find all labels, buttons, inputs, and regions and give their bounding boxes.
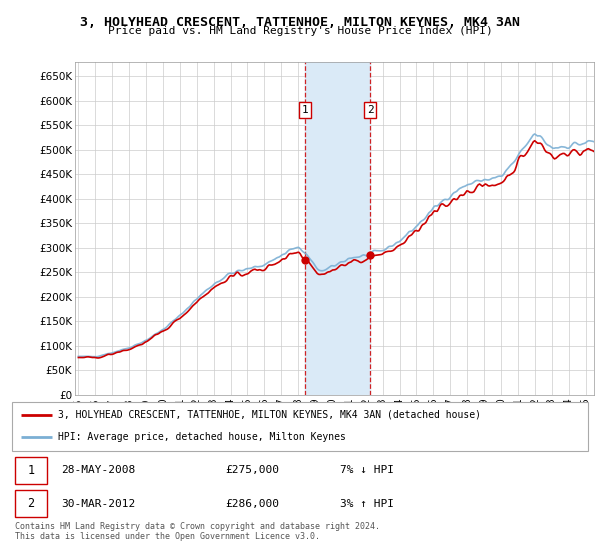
Text: HPI: Average price, detached house, Milton Keynes: HPI: Average price, detached house, Milt…	[58, 432, 346, 442]
Text: 3, HOLYHEAD CRESCENT, TATTENHOE, MILTON KEYNES, MK4 3AN: 3, HOLYHEAD CRESCENT, TATTENHOE, MILTON …	[80, 16, 520, 29]
Text: 28-MAY-2008: 28-MAY-2008	[61, 465, 135, 475]
Text: 1: 1	[302, 105, 308, 115]
Text: 2: 2	[367, 105, 373, 115]
Text: Price paid vs. HM Land Registry's House Price Index (HPI): Price paid vs. HM Land Registry's House …	[107, 26, 493, 36]
FancyBboxPatch shape	[15, 457, 47, 484]
Text: 30-MAR-2012: 30-MAR-2012	[61, 499, 135, 509]
Text: £286,000: £286,000	[225, 499, 279, 509]
FancyBboxPatch shape	[15, 491, 47, 517]
Text: 1: 1	[27, 464, 34, 477]
Text: 7% ↓ HPI: 7% ↓ HPI	[340, 465, 394, 475]
Text: £275,000: £275,000	[225, 465, 279, 475]
Text: 2: 2	[27, 497, 34, 510]
Text: 3, HOLYHEAD CRESCENT, TATTENHOE, MILTON KEYNES, MK4 3AN (detached house): 3, HOLYHEAD CRESCENT, TATTENHOE, MILTON …	[58, 410, 481, 420]
Bar	[305, 62, 370, 395]
Text: Contains HM Land Registry data © Crown copyright and database right 2024.
This d: Contains HM Land Registry data © Crown c…	[15, 522, 380, 542]
Text: 3% ↑ HPI: 3% ↑ HPI	[340, 499, 394, 509]
